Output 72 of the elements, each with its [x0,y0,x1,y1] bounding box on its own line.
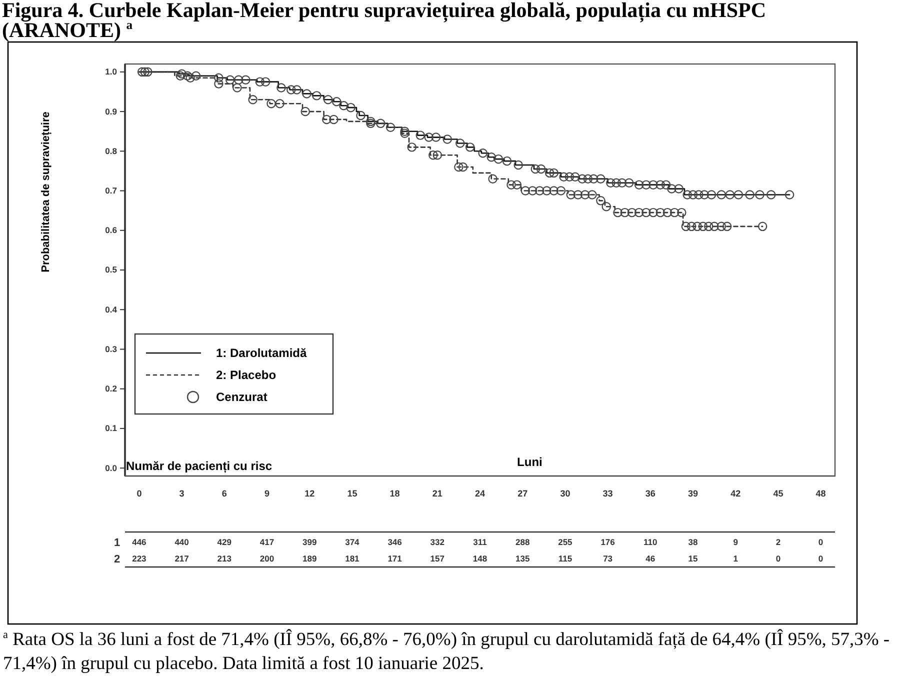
chart-title: Figura 4. Curbele Kaplan-Meier pentru supraviețuirea globală, populația cu mHSPC (ARANOTE) $^{a}$ [2,0,767,42]
text: 115 [558,554,572,564]
legend-label: 1: Darolutamidă [216,346,308,360]
y-tick-label: 0.0 [105,462,118,473]
y-tick-label: 0.8 [105,146,118,156]
text: 446 [132,537,147,547]
text: 255 [558,537,573,547]
x-tick-label: 18 [390,488,400,498]
text: 288 [516,537,530,547]
text: 189 [302,554,317,564]
x-tick-label: 15 [347,488,358,498]
y-tick-label: 0.2 [105,384,118,394]
x-tick-label: 33 [602,488,613,498]
text: 0 [776,554,781,564]
text: 171 [388,554,402,564]
x-tick-label: 42 [730,488,741,498]
text: 346 [388,537,402,547]
text: 148 [472,554,488,564]
text: 200 [260,554,274,564]
text: 181 [345,554,360,564]
y-tick-label: 1.0 [105,66,118,77]
y-tick-label: 0.1 [105,423,118,434]
text: 110 [644,537,658,547]
x-tick-label: 27 [518,488,528,498]
x-tick-label: 21 [432,488,442,498]
text: 2 [114,554,120,566]
text: 399 [302,537,317,547]
annotation: Număr de pacienți cu risc [126,459,272,473]
text: 440 [174,537,190,547]
y-tick-label: 0.5 [105,264,118,275]
text: 15 [688,554,698,564]
text: 223 [132,554,147,564]
x-axis-title: Luni [517,455,542,469]
text: 429 [217,537,232,547]
text: 157 [430,554,445,564]
y-tick-label: 0.3 [105,344,118,354]
x-tick-label: 9 [264,488,270,498]
text: 38 [688,537,698,547]
text: 0 [818,537,824,547]
y-tick-label: 0.7 [105,185,118,196]
text: 9 [733,537,738,547]
x-tick-label: 12 [304,488,315,498]
text: 417 [260,537,274,547]
text: 1 [733,554,738,564]
text: 374 [345,537,360,547]
y-tick-label: 0.6 [105,225,118,236]
text: 135 [516,554,530,564]
text: 1 [114,537,120,549]
text: 2 [776,537,781,547]
legend-label: 2: Placebo [216,368,276,382]
x-tick-label: 36 [645,488,656,498]
text: 73 [603,554,613,564]
x-tick-label: 45 [773,488,784,498]
x-tick-label: 3 [179,488,184,498]
text: 176 [600,537,616,547]
text: $^{a}$ Rata OS la 36 luni a fost de 71,4% (IÎ 95%, 66,8% - 76,0%) în grupul cu darolutamidă față de 64,4% (IÎ 95%, 57,3% - 71,4%) în grupul cu placebo. Data limită a fost 10 ianuarie 2025. [3,628,891,676]
text: 46 [646,554,656,564]
x-tick-label: 48 [816,488,826,498]
y-axis-title: Probabilitatea de supraviețuire [40,112,52,272]
x-tick-label: 24 [474,488,486,498]
text: 332 [430,537,445,547]
x-tick-label: 39 [688,488,698,498]
legend-label: Cenzurat [216,390,268,404]
text: 311 [473,537,488,547]
x-tick-label: 6 [222,488,227,498]
text: 213 [217,554,232,564]
x-tick-label: 30 [560,488,570,498]
text: 217 [174,554,190,564]
y-tick-label: 0.9 [105,106,118,116]
text: 0 [818,554,824,564]
x-tick-label: 0 [136,488,142,498]
y-tick-label: 0.4 [105,304,118,314]
